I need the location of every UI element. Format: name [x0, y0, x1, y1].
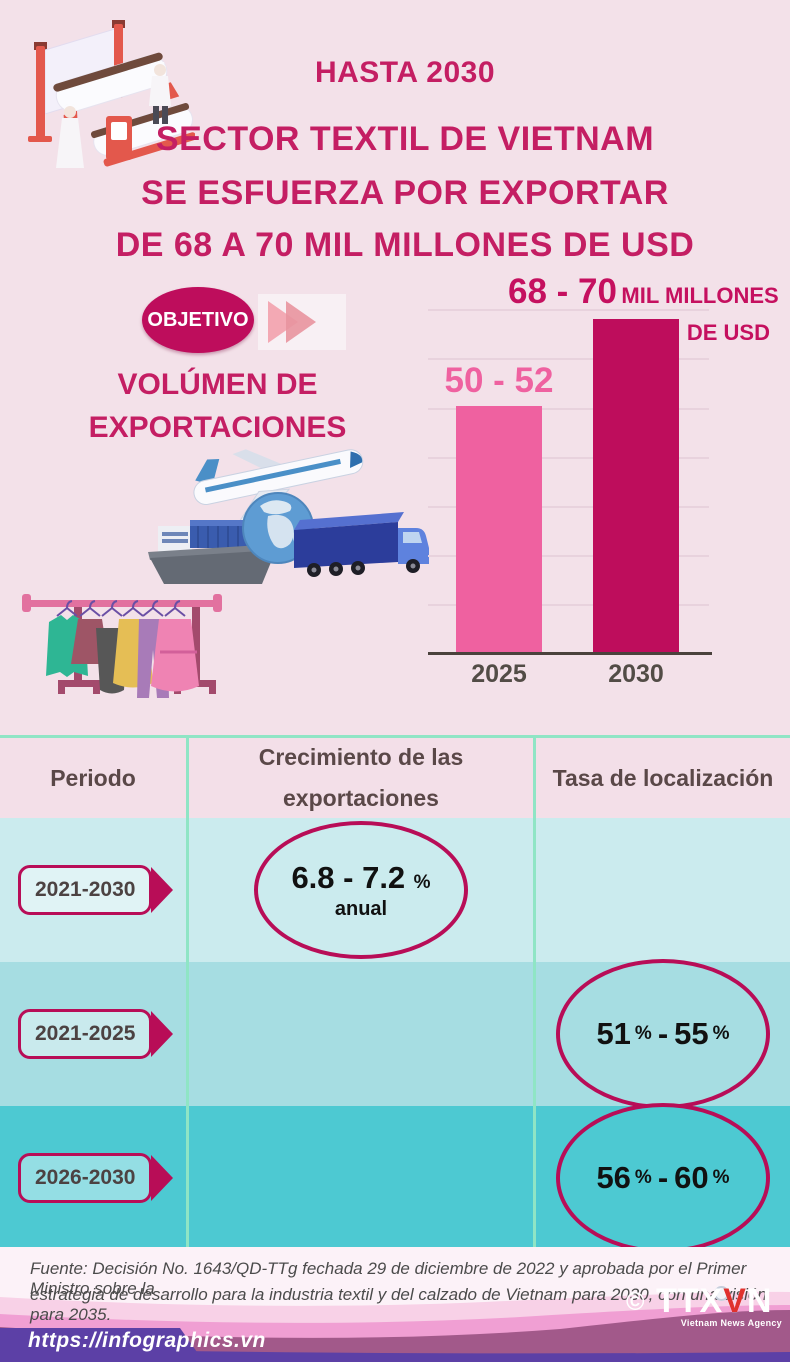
kicker-title: HASTA 2030: [314, 56, 496, 89]
empty-cell: [186, 1106, 533, 1250]
range-separator: -: [657, 1016, 669, 1051]
x-axis: [428, 652, 712, 655]
growth-target-oval: 6.8 - 7.2 % anual: [254, 821, 468, 959]
loc-to: 60: [674, 1160, 709, 1195]
clothes-rack-illustration: [22, 594, 222, 698]
col-header-crecimiento: Crecimiento de las exportaciones: [186, 738, 533, 818]
unit-label-line2: DE USD: [686, 320, 770, 345]
logo-v: V: [723, 1282, 747, 1320]
x-tick-2025: 2025: [471, 660, 527, 688]
gridline: [428, 555, 709, 557]
bar-2030-value-label: 68 - 70 MIL MILLONES: [508, 272, 779, 312]
fast-forward-icon: [258, 294, 346, 350]
gridline: [428, 309, 709, 311]
gridline: [428, 358, 709, 360]
objetivo-badge: OBJETIVO: [142, 287, 254, 353]
empty-cell: [186, 962, 533, 1106]
localization-target-oval: 51 % - 55 %: [556, 959, 770, 1109]
source-note-line2: estrategia de desarrollo para la industr…: [30, 1285, 767, 1324]
percent-sign: %: [634, 1167, 652, 1188]
bar-2030-value: 68 - 70: [508, 272, 617, 311]
infographics-url[interactable]: https://infographics.vn: [28, 1329, 266, 1352]
unit-label: MIL MILLONES: [621, 283, 779, 308]
export-volume-label: VOLÚMEN DE EXPORTACIONES: [15, 363, 420, 449]
logo-n: N: [746, 1282, 773, 1320]
table-row: 2026-2030: [0, 1106, 186, 1250]
growth-value: 6.8 - 7.2: [291, 859, 406, 895]
x-tick-2030: 2030: [608, 660, 664, 688]
loc-from: 51: [596, 1016, 631, 1051]
gridline: [428, 604, 709, 606]
main-title-line1: SECTOR TEXTIL DE VIETNAM: [155, 120, 655, 158]
localization-cell: 56 % - 60 %: [533, 1103, 790, 1253]
growth-sub-label: anual: [334, 897, 388, 920]
bar-2025-value-label: 50 - 52: [444, 361, 554, 400]
percent-sign: %: [413, 871, 431, 893]
gridline: [428, 408, 709, 410]
source-note-line1: Fuente: Decisión No. 1643/QD-TTg fechada…: [30, 1259, 747, 1298]
textile-machine-illustration: [28, 20, 195, 168]
targets-table: Periodo Crecimiento de las exportaciones…: [0, 735, 790, 1253]
loc-from: 56: [596, 1160, 631, 1195]
main-title-line2: SE ESFUERZA POR EXPORTAR: [141, 174, 669, 212]
export-bar-chart: 50 - 52 68 - 70 MIL MILLONES DE USD 2025…: [428, 272, 790, 692]
copyright-icon: ©: [626, 1288, 645, 1316]
logo-word: TTXVN: [656, 1282, 772, 1321]
range-separator: -: [657, 1160, 669, 1195]
logo-globe-icon: [714, 1286, 729, 1301]
ttxvn-logo: © TTXVN Vietnam News Agency: [626, 1282, 784, 1332]
col-header-tasa: Tasa de localización: [533, 738, 790, 818]
bar-2030: [593, 319, 679, 653]
period-chip-2021-2025: 2021-2025: [18, 1009, 153, 1059]
main-title-line3: DE 68 A 70 MIL MILLONES DE USD: [115, 226, 695, 264]
footer-waves: [0, 1247, 790, 1362]
localization-target-oval: 56 % - 60 %: [556, 1103, 770, 1253]
percent-sign: %: [712, 1167, 730, 1188]
growth-value-line: 6.8 - 7.2 %: [291, 860, 430, 896]
dress-pink: [151, 619, 199, 692]
period-chip-2021-2030: 2021-2030: [18, 865, 153, 915]
agency-subtitle: Vietnam News Agency: [680, 1318, 782, 1328]
hangers: [56, 600, 186, 617]
gridline: [428, 506, 709, 508]
localization-cell: 51 % - 55 %: [533, 959, 790, 1109]
gridline: [428, 457, 709, 459]
empty-cell: [533, 818, 790, 962]
export-volume-line1: VOLÚMEN DE: [117, 368, 318, 401]
percent-sign: %: [712, 1023, 730, 1044]
period-chip-2026-2030: 2026-2030: [18, 1153, 153, 1203]
bar-2025: [456, 406, 542, 653]
transport-illustration: [148, 449, 429, 584]
export-volume-line2: EXPORTACIONES: [88, 411, 347, 444]
table-row: 2021-2030: [0, 818, 186, 962]
truck-icon: [294, 512, 429, 577]
logo-ttx: TTX: [656, 1282, 724, 1320]
loc-to: 55: [674, 1016, 709, 1051]
worker-right: [149, 62, 171, 124]
percent-sign: %: [634, 1023, 652, 1044]
worker-left: [56, 104, 84, 168]
growth-cell: 6.8 - 7.2 % anual: [186, 818, 533, 962]
table-row: 2021-2025: [0, 962, 186, 1106]
fast-forward-triangle-2: [286, 301, 316, 343]
col-header-periodo: Periodo: [0, 738, 186, 818]
